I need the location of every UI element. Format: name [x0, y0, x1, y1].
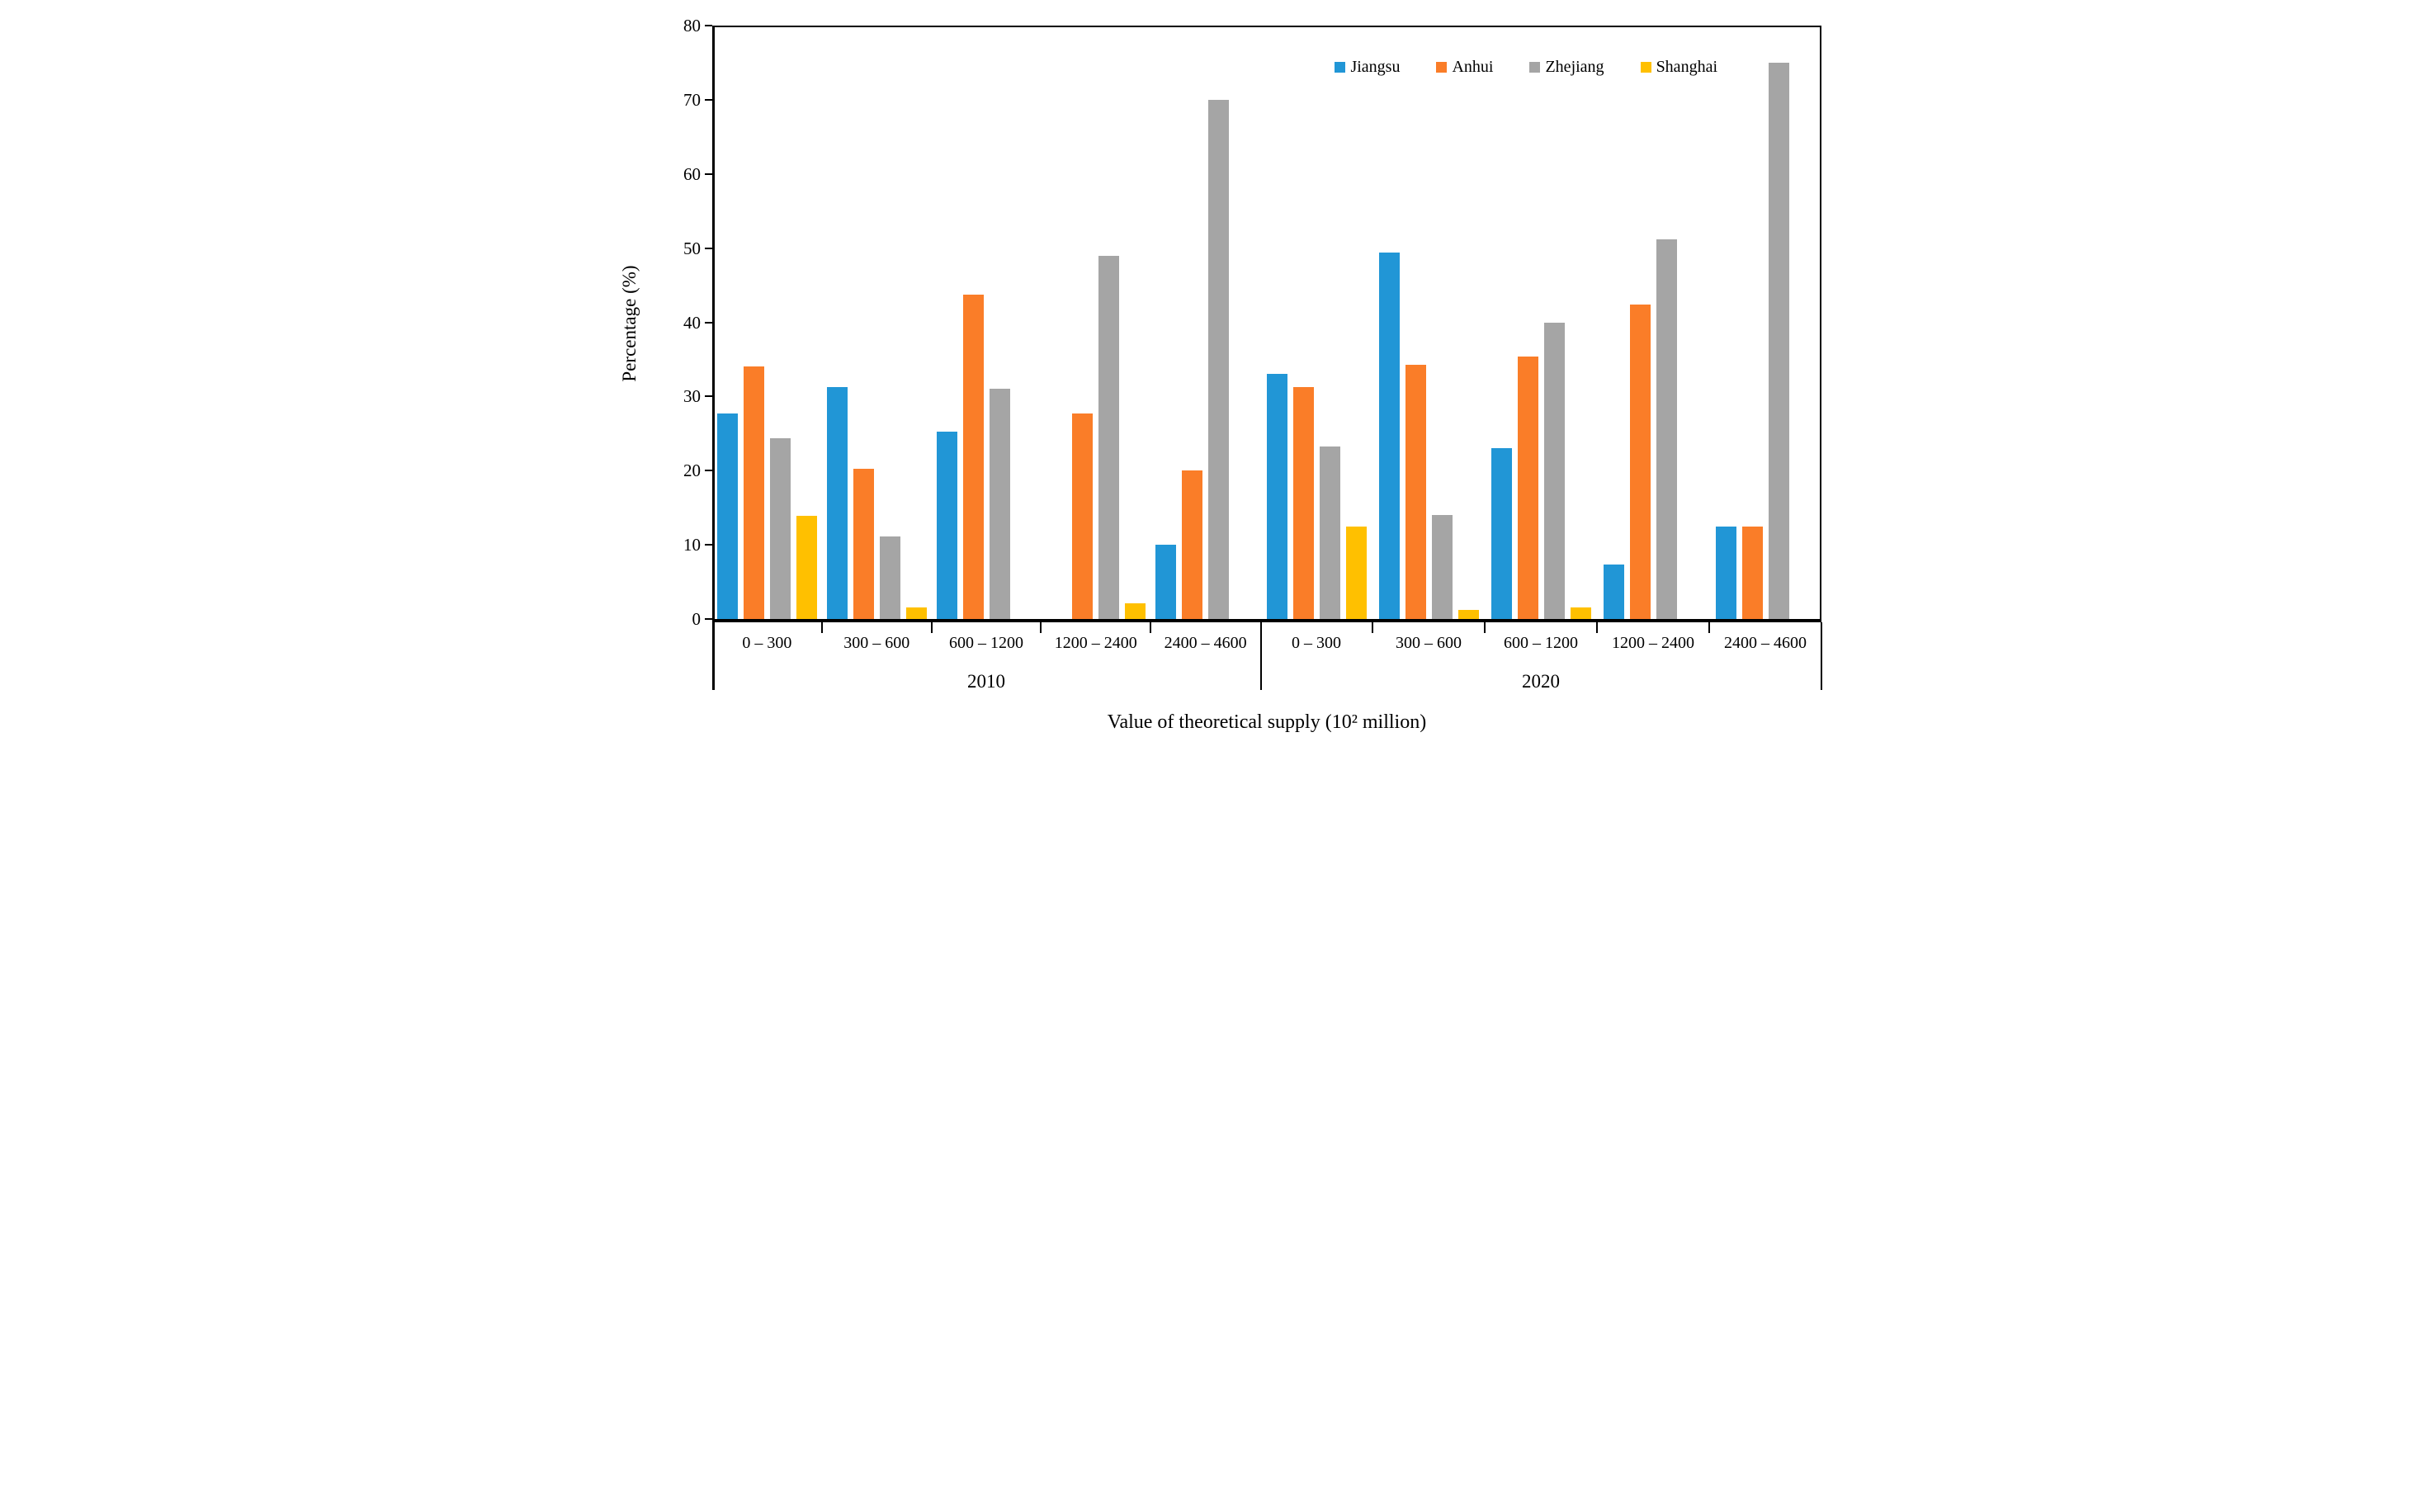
y-axis-tick-label: 0 — [692, 609, 702, 629]
bar-anhui-2010-2 — [962, 295, 984, 619]
bar-shanghai-2020-2 — [1570, 607, 1591, 619]
category-label: 300 – 600 — [843, 634, 910, 652]
bar-jiangsu-2020-0 — [1266, 374, 1287, 619]
group-label-2010: 2010 — [967, 671, 1005, 692]
y-axis-tick — [705, 98, 712, 101]
legend-label-anhui: Anhui — [1452, 58, 1494, 76]
year-divider-line — [1821, 622, 1822, 690]
plot-area-border — [712, 26, 1821, 622]
bar-jiangsu-2010-4 — [1155, 545, 1177, 619]
y-axis-tick — [705, 544, 712, 546]
bar-anhui-2020-4 — [1741, 526, 1763, 619]
y-axis-tick — [705, 172, 712, 175]
y-axis-tick-label: 40 — [683, 312, 701, 333]
bar-zhejiang-2010-1 — [879, 536, 900, 619]
category-label: 2400 – 4600 — [1724, 634, 1807, 652]
bar-anhui-2010-3 — [1072, 413, 1094, 619]
category-label: 300 – 600 — [1396, 634, 1462, 652]
bar-anhui-2020-3 — [1629, 304, 1651, 619]
x-axis-title: Value of theoretical supply (10² million… — [1107, 711, 1427, 733]
y-axis-tick — [705, 25, 712, 26]
legend-item-shanghai: Shanghai — [1640, 58, 1717, 76]
category-boundary-tick — [1708, 622, 1710, 633]
bar-zhejiang-2020-0 — [1319, 447, 1340, 619]
legend-label-shanghai: Shanghai — [1656, 58, 1717, 76]
bar-jiangsu-2010-0 — [716, 413, 738, 619]
legend-marker-anhui — [1436, 61, 1448, 73]
legend-item-anhui: Anhui — [1436, 58, 1493, 76]
category-boundary-tick — [1372, 622, 1373, 633]
bar-shanghai-2020-0 — [1345, 526, 1367, 619]
bar-zhejiang-2020-3 — [1656, 239, 1677, 619]
y-axis-tick — [705, 618, 712, 620]
category-label: 0 – 300 — [1292, 634, 1341, 652]
category-boundary-tick — [820, 622, 823, 633]
bar-chart-figure: Percentage (%) 0 10 20 30 40 50 60 70 80 0 – 300 3… — [608, 0, 1825, 756]
category-boundary-tick — [1596, 622, 1598, 633]
bar-shanghai-2010-1 — [905, 607, 927, 619]
y-axis-tick-label: 10 — [683, 535, 701, 555]
y-axis-tick-label: 20 — [683, 461, 701, 481]
bar-shanghai-2010-3 — [1125, 603, 1146, 619]
y-axis-title: Percentage (%) — [619, 265, 640, 382]
y-axis-tick-label: 80 — [683, 16, 701, 35]
y-axis-tick — [705, 395, 712, 398]
category-label: 1200 – 2400 — [1054, 634, 1137, 652]
bar-zhejiang-2010-2 — [989, 389, 1010, 619]
category-label: 0 – 300 — [742, 634, 792, 652]
year-divider-line — [1260, 622, 1262, 690]
bar-jiangsu-2020-2 — [1491, 448, 1512, 619]
bar-shanghai-2020-1 — [1457, 610, 1479, 619]
legend-item-zhejiang: Zhejiang — [1529, 58, 1604, 76]
bar-zhejiang-2020-4 — [1768, 62, 1789, 619]
bar-jiangsu-2020-4 — [1715, 526, 1736, 619]
bar-anhui-2010-0 — [743, 366, 764, 619]
y-axis-tick-label: 60 — [683, 163, 701, 184]
category-boundary-tick — [1040, 622, 1042, 633]
bar-zhejiang-2010-0 — [769, 437, 791, 619]
bar-anhui-2020-2 — [1517, 356, 1538, 619]
y-axis-tick-label: 50 — [683, 238, 701, 258]
year-divider-line — [712, 622, 715, 690]
bar-jiangsu-2010-2 — [936, 431, 957, 619]
bar-jiangsu-2010-1 — [826, 386, 848, 619]
bar-zhejiang-2020-1 — [1431, 515, 1453, 619]
bar-anhui-2010-1 — [853, 468, 874, 619]
category-label: 1200 – 2400 — [1612, 634, 1694, 652]
legend-marker-shanghai — [1640, 61, 1651, 73]
category-label: 2400 – 4600 — [1164, 634, 1247, 652]
y-axis-tick — [705, 470, 712, 472]
legend-item-jiangsu: Jiangsu — [1335, 58, 1400, 76]
legend: Jiangsu Anhui Zhejiang Shanghai — [1335, 58, 1717, 76]
category-boundary-tick — [1150, 622, 1152, 633]
bar-anhui-2020-0 — [1292, 386, 1314, 619]
bar-zhejiang-2020-2 — [1543, 322, 1565, 619]
y-axis-tick — [705, 247, 712, 249]
legend-marker-jiangsu — [1335, 61, 1346, 73]
legend-label-jiangsu: Jiangsu — [1350, 58, 1401, 76]
y-axis-tick — [705, 321, 712, 324]
legend-marker-zhejiang — [1529, 61, 1541, 73]
group-label-2020: 2020 — [1522, 671, 1560, 692]
bar-shanghai-2010-0 — [796, 516, 817, 619]
legend-label-zhejiang: Zhejiang — [1545, 58, 1604, 76]
category-label: 600 – 1200 — [1504, 634, 1578, 652]
y-axis-tick-label: 70 — [683, 89, 701, 110]
bar-jiangsu-2020-1 — [1378, 253, 1400, 619]
bar-anhui-2010-4 — [1182, 470, 1203, 619]
category-label: 600 – 1200 — [948, 634, 1023, 652]
bar-jiangsu-2020-3 — [1603, 565, 1624, 619]
bar-zhejiang-2010-3 — [1098, 255, 1120, 619]
y-axis-tick-label: 30 — [683, 386, 701, 407]
category-boundary-tick — [930, 622, 933, 633]
bar-zhejiang-2010-4 — [1208, 99, 1230, 619]
category-boundary-tick — [1484, 622, 1486, 633]
bar-anhui-2020-1 — [1405, 364, 1426, 619]
